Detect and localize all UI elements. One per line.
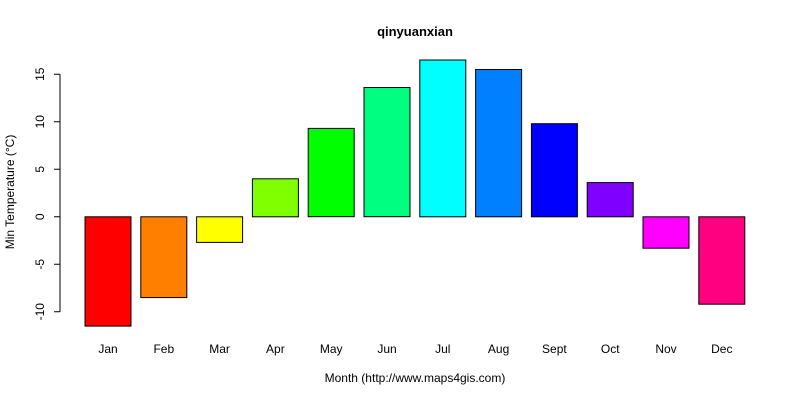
bar-apr	[251, 178, 299, 218]
y-tick-label: -5	[33, 259, 47, 270]
bar-series	[84, 59, 746, 327]
x-tick-label: Feb	[153, 342, 174, 356]
x-tick-label: Jun	[377, 342, 396, 356]
bar-dec	[698, 216, 746, 305]
chart-title: qinyuanxian	[377, 24, 453, 39]
y-axis-label: Min Temperature (°C)	[3, 135, 17, 250]
bar-aug	[475, 69, 523, 218]
bar-feb	[140, 216, 188, 299]
bar-sept	[530, 123, 578, 218]
x-tick-label: Oct	[601, 342, 620, 356]
y-tick-label: -10	[33, 303, 47, 321]
x-axis-label: Month (http://www.maps4gis.com)	[325, 371, 506, 385]
x-tick-label: May	[320, 342, 343, 356]
y-tick-label: 0	[33, 213, 47, 220]
bar-nov	[642, 216, 690, 249]
bar-may	[307, 127, 355, 218]
y-axis-ticks: -10 -5 0 5 10 15	[33, 67, 60, 320]
x-axis-tick-labels: Jan Feb Mar Apr May Jun Jul Aug Sept Oct Nov Dec	[98, 342, 732, 356]
x-tick-label: Nov	[655, 342, 676, 356]
x-tick-label: Jul	[435, 342, 450, 356]
x-tick-label: Sept	[542, 342, 567, 356]
bar-jan	[84, 216, 132, 327]
bar-jun	[363, 87, 411, 218]
x-tick-label: Mar	[209, 342, 230, 356]
bar-oct	[586, 182, 634, 218]
y-tick-label: 10	[33, 115, 47, 129]
x-tick-label: Dec	[711, 342, 732, 356]
x-tick-label: Aug	[488, 342, 509, 356]
bar-mar	[196, 216, 244, 243]
x-tick-label: Jan	[98, 342, 117, 356]
bar-jul	[419, 59, 467, 218]
y-tick-label: 5	[33, 166, 47, 173]
x-tick-label: Apr	[266, 342, 285, 356]
y-tick-label: 15	[33, 67, 47, 81]
